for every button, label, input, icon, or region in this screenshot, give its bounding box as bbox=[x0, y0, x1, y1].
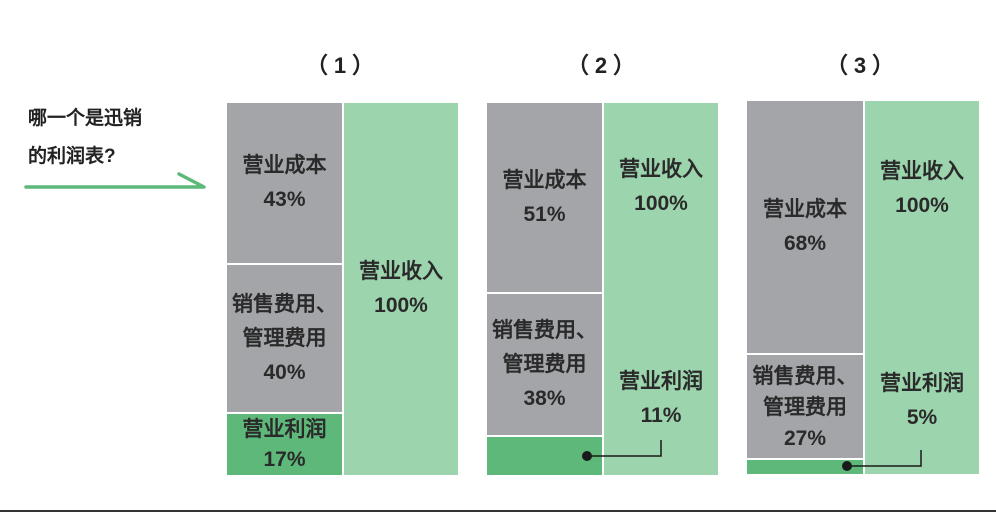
panel-2-profit-label: 营业利润 11% bbox=[604, 365, 718, 433]
panel-1-revenue-pct: 100% bbox=[374, 294, 428, 317]
panel-3-expense-name-1: 销售费用、 bbox=[752, 364, 858, 388]
panel-1-expense-segment: 销售费用、 管理费用 40% bbox=[227, 263, 342, 412]
panel-3-title: （3） bbox=[825, 53, 901, 78]
panel-3-revenue-label: 营业收入 100% bbox=[865, 155, 979, 223]
panel-3-cost-pct: 68% bbox=[783, 232, 827, 255]
panel-1-expense-name-2: 管理费用 bbox=[242, 326, 327, 350]
panel-3-profit-name: 营业利润 bbox=[880, 372, 964, 395]
panel-2-expense-segment: 销售费用、 管理费用 38% bbox=[487, 292, 602, 435]
panel-2-title: （2） bbox=[566, 53, 642, 78]
panel-3-expense-column: 营业成本 68% 销售费用、 管理费用 27% bbox=[747, 101, 863, 474]
panel-3-revenue-pct: 100% bbox=[895, 194, 949, 217]
panel-3-profit-label: 营业利润 5% bbox=[865, 367, 979, 435]
panel-1-revenue-segment: 营业收入 100% bbox=[344, 103, 458, 475]
panel-1-profit-pct: 17% bbox=[263, 447, 306, 471]
question-line-1: 哪一个是迅销 bbox=[28, 108, 143, 129]
bottom-rule bbox=[0, 510, 996, 512]
panel-3-expense-name-2: 管理费用 bbox=[763, 395, 847, 419]
panel-3-profit-segment bbox=[747, 458, 863, 474]
panel-2-expense-column: 营业成本 51% 销售费用、 管理费用 38% bbox=[487, 103, 602, 475]
panel-2-cost-pct: 51% bbox=[523, 202, 566, 226]
panel-1-cost-name: 营业成本 bbox=[242, 154, 327, 177]
panel-2-revenue-name: 营业收入 bbox=[619, 158, 703, 181]
question-line-2: 的利润表? bbox=[28, 146, 116, 167]
panel-1-profit-name: 营业利润 bbox=[242, 417, 327, 441]
panel-2-revenue-pct: 100% bbox=[634, 192, 688, 215]
panel-3-revenue-name: 营业收入 bbox=[880, 160, 964, 183]
panel-1-expense-pct: 40% bbox=[263, 360, 306, 384]
panel-2-revenue-column: 营业收入 100% 营业利润 11% bbox=[604, 103, 718, 475]
panel-2-cost-segment: 营业成本 51% bbox=[487, 103, 602, 292]
panel-2-expense-pct: 38% bbox=[523, 386, 566, 410]
panel-2-cost-name: 营业成本 bbox=[502, 168, 587, 192]
panel-1-cost-segment: 营业成本 43% bbox=[227, 103, 342, 263]
panel-3-cost-name: 营业成本 bbox=[763, 198, 847, 221]
panel-2-expense-name-1: 销售费用、 bbox=[492, 318, 597, 342]
arrow-right-icon bbox=[24, 172, 206, 189]
panel-1-title: （1） bbox=[305, 53, 381, 78]
panel-2-profit-name: 营业利润 bbox=[619, 370, 703, 393]
panel-1-revenue-column: 营业收入 100% bbox=[344, 103, 458, 475]
panel-2-profit-pct: 11% bbox=[640, 404, 682, 427]
panel-2-expense-name-2: 管理费用 bbox=[502, 352, 587, 376]
panel-3-expense-segment: 销售费用、 管理费用 27% bbox=[747, 353, 863, 459]
panel-1-profit-segment: 营业利润 17% bbox=[227, 412, 342, 475]
panel-3-profit-pct: 5% bbox=[906, 406, 938, 429]
panel-1-revenue-name: 营业收入 bbox=[359, 260, 443, 283]
panel-3-revenue-column: 营业收入 100% 营业利润 5% bbox=[865, 101, 979, 474]
panel-1-expense-name-1: 销售费用、 bbox=[232, 292, 337, 316]
panel-2-revenue-label: 营业收入 100% bbox=[604, 153, 718, 221]
panel-3-expense-pct: 27% bbox=[783, 426, 827, 450]
panel-1-expense-column: 营业成本 43% 销售费用、 管理费用 40% 营业利润 17% bbox=[227, 103, 342, 475]
panel-3-cost-segment: 营业成本 68% bbox=[747, 101, 863, 353]
question-text: 哪一个是迅销 的利润表? bbox=[28, 100, 142, 176]
panel-1-cost-pct: 43% bbox=[263, 188, 306, 211]
